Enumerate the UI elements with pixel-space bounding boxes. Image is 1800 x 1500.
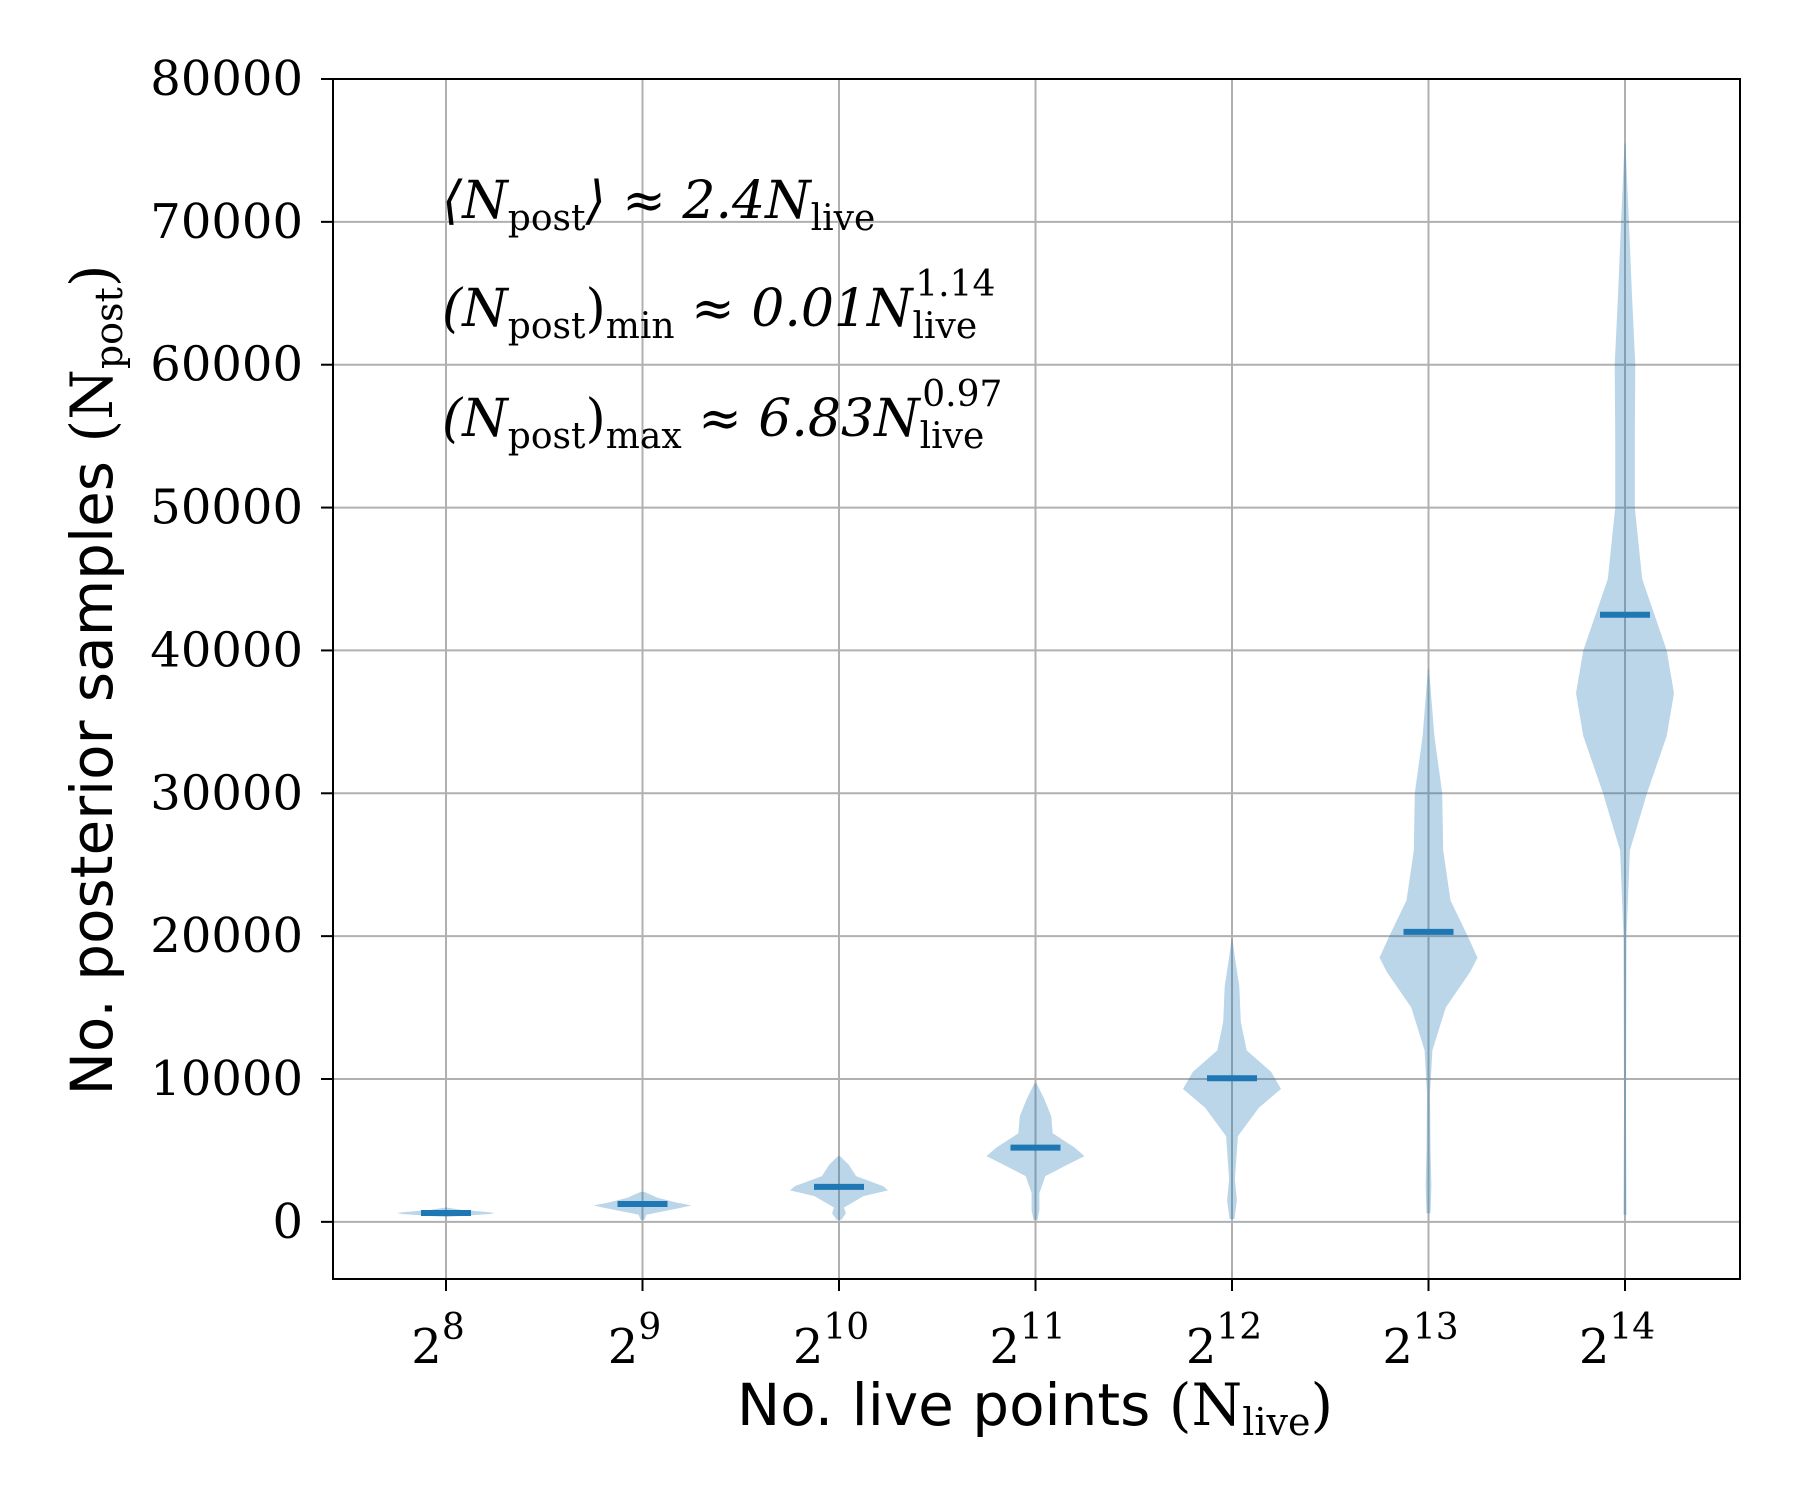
annotation-mean: ⟨Npost⟩ ≈ 2.4Nlive <box>442 171 875 239</box>
y-tick-label: 60000 <box>150 337 303 393</box>
y-tick-label: 70000 <box>150 194 303 250</box>
x-tick-label: 29 <box>608 1307 661 1375</box>
annotation-max: (Npost)max ≈ 6.83Nlive0.97 <box>442 374 1002 457</box>
violin-2^13 <box>1379 669 1478 1214</box>
y-tick-label: 10000 <box>150 1051 303 1107</box>
y-tick-label: 40000 <box>150 622 303 678</box>
x-tick-label: 210 <box>793 1307 869 1375</box>
annotation-min: (Npost)min ≈ 0.01Nlive1.14 <box>442 264 995 347</box>
y-tick-label: 0 <box>272 1194 303 1250</box>
x-tick-label: 213 <box>1382 1307 1458 1375</box>
violin-2^14 <box>1576 143 1674 1215</box>
x-tick-label: 28 <box>411 1307 464 1375</box>
y-axis-label: No. posterior samples (Npost) <box>58 265 131 1096</box>
y-tick-label: 30000 <box>150 765 303 821</box>
x-tick-label: 214 <box>1579 1307 1655 1375</box>
y-tick-label: 50000 <box>150 480 303 536</box>
y-tick-label: 80000 <box>150 51 303 107</box>
violin-2^11 <box>986 1083 1085 1220</box>
y-tick-label: 20000 <box>150 908 303 964</box>
x-axis-label: No. live points (Nlive) <box>737 1371 1333 1444</box>
x-tick-label: 211 <box>989 1307 1065 1375</box>
y-axis-ticks: 0 10000 20000 30000 40000 50000 60000 70000 8000… <box>150 51 333 1250</box>
x-axis-ticks: 28 29 210 211 212 213 214 <box>411 1279 1655 1375</box>
annotations: ⟨Npost⟩ ≈ 2.4Nlive (Npost)min ≈ 0.01Nlive… <box>442 171 1002 457</box>
x-tick-label: 212 <box>1186 1307 1262 1375</box>
violins <box>397 143 1674 1220</box>
